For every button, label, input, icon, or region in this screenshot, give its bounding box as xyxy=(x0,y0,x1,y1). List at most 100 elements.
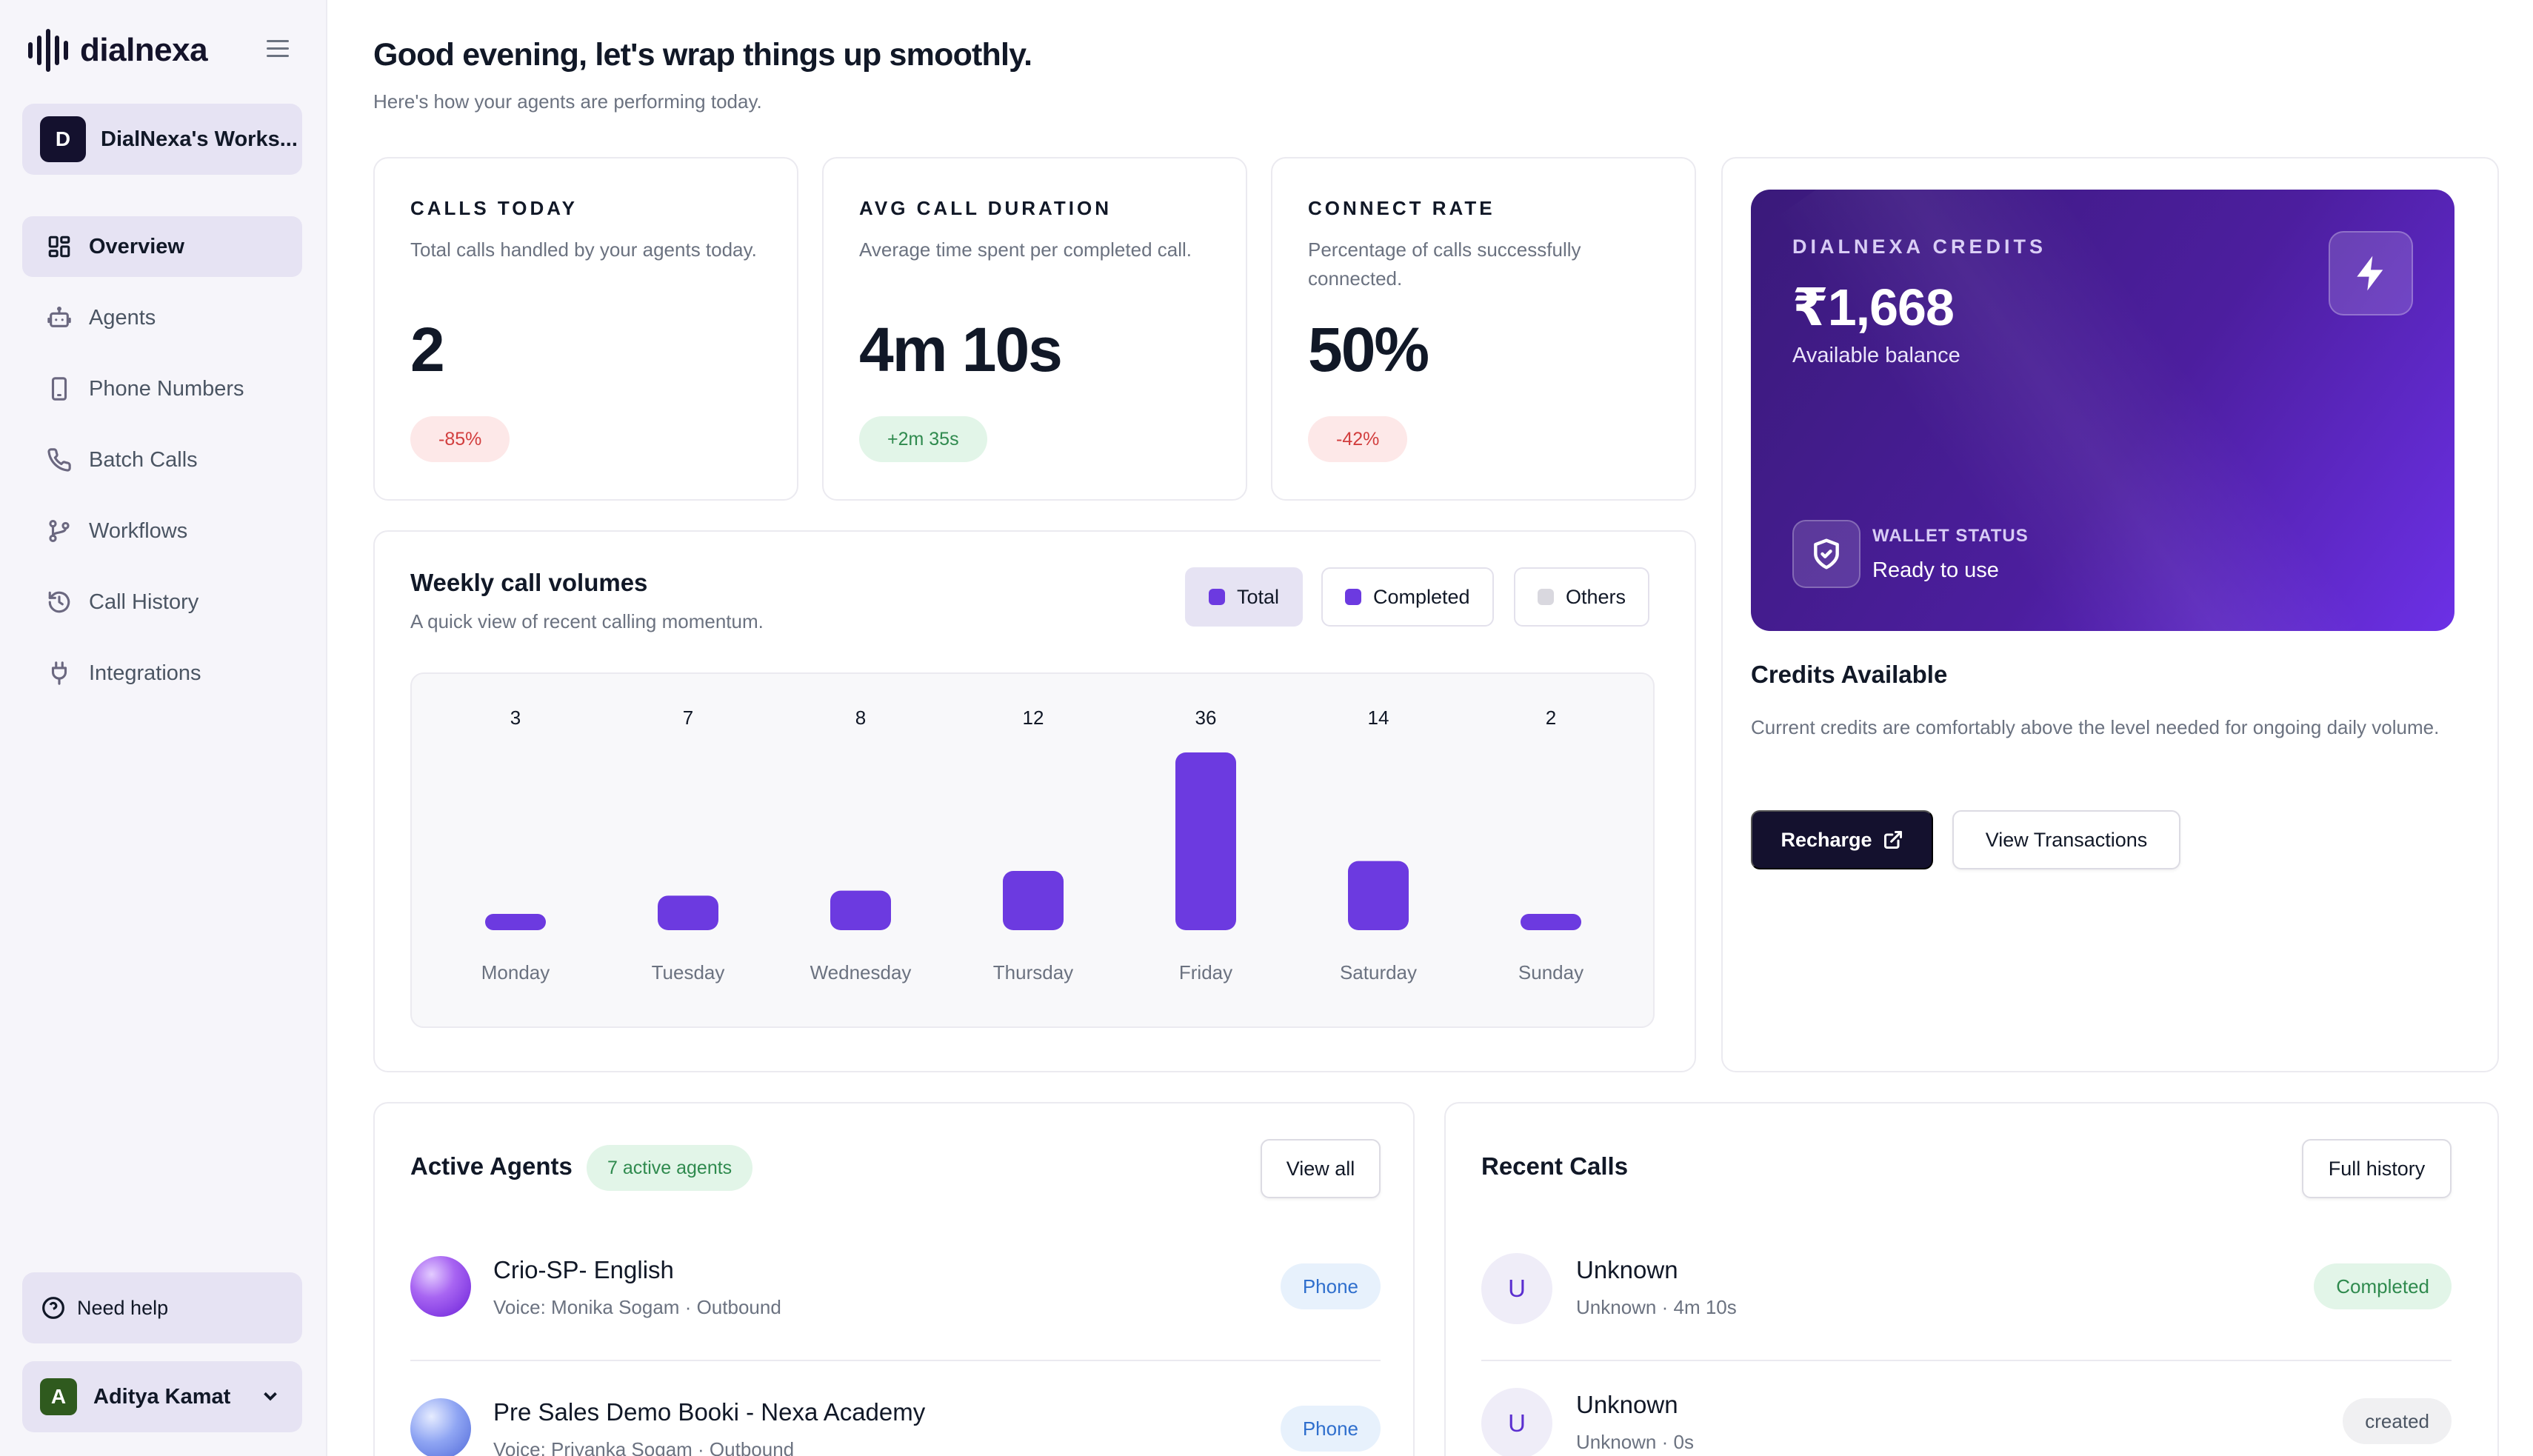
stat-value: 2 xyxy=(410,315,445,384)
legend-color-swatch xyxy=(1538,589,1554,605)
user-name: Aditya Kamat xyxy=(93,1384,231,1409)
weekly-call-volumes-card: Weekly call volumes A quick view of rece… xyxy=(373,530,1696,1072)
sidebar: dialnexa D DialNexa's Works... Overview … xyxy=(0,0,327,1456)
view-all-agents-button[interactable]: View all xyxy=(1261,1139,1381,1198)
wallet-status-value: Ready to use xyxy=(1872,558,1999,582)
sidebar-item-label: Call History xyxy=(89,590,199,614)
x-axis-category-label: Saturday xyxy=(1340,961,1417,984)
call-meta: Unknown · 0s xyxy=(1576,1431,1694,1453)
stat-description: Average time spent per completed call. xyxy=(859,238,1192,261)
caller-avatar: U xyxy=(1481,1253,1552,1324)
bar-value-label: 7 xyxy=(683,707,693,729)
active-agents-title: Active Agents xyxy=(410,1152,573,1180)
sidebar-item-batch-calls[interactable]: Batch Calls xyxy=(22,430,302,490)
call-row[interactable]: U Unknown Unknown · 4m 10s Completed xyxy=(1481,1220,2452,1361)
legend-color-swatch xyxy=(1209,589,1225,605)
sidebar-item-integrations[interactable]: Integrations xyxy=(22,643,302,704)
agent-channel-badge: Phone xyxy=(1280,1263,1381,1309)
brand-logo[interactable]: dialnexa xyxy=(28,28,208,73)
agent-row[interactable]: Pre Sales Demo Booki - Nexa Academy Voic… xyxy=(410,1363,1381,1456)
call-row[interactable]: U Unknown Unknown · 0s created xyxy=(1481,1355,2452,1456)
need-help-label: Need help xyxy=(77,1296,169,1319)
sidebar-item-label: Agents xyxy=(89,305,156,330)
user-avatar: A xyxy=(40,1378,77,1415)
stat-description: Total calls handled by your agents today… xyxy=(410,238,757,261)
stat-label: CONNECT RATE xyxy=(1308,197,1495,219)
agent-row[interactable]: Crio-SP- English Voice: Monika Sogam · O… xyxy=(410,1220,1381,1361)
agent-orb-avatar xyxy=(410,1256,471,1317)
full-history-button[interactable]: Full history xyxy=(2302,1139,2452,1198)
help-circle-icon xyxy=(42,1297,64,1319)
bar-value-label: 14 xyxy=(1368,707,1389,729)
sidebar-item-workflows[interactable]: Workflows xyxy=(22,501,302,561)
caller-name: Unknown xyxy=(1576,1256,1678,1283)
bar-value-label: 36 xyxy=(1195,707,1217,729)
sidebar-item-label: Phone Numbers xyxy=(89,376,244,401)
bar-value-label: 8 xyxy=(855,707,866,729)
agent-name: Pre Sales Demo Booki - Nexa Academy xyxy=(493,1398,926,1426)
legend-others-toggle[interactable]: Others xyxy=(1514,567,1650,627)
agent-orb-avatar xyxy=(410,1398,471,1456)
stat-delta-badge: -85% xyxy=(410,416,510,462)
recharge-label: Recharge xyxy=(1781,828,1872,851)
bar-friday[interactable] xyxy=(1175,752,1236,930)
credits-available-title: Credits Available xyxy=(1751,661,1948,688)
grid-icon xyxy=(46,233,73,260)
bar-tuesday[interactable] xyxy=(658,895,718,930)
bar-value-label: 2 xyxy=(1546,707,1556,729)
bar-sunday[interactable] xyxy=(1521,914,1581,930)
history-icon xyxy=(46,589,73,615)
page-title: Good evening, let's wrap things up smoot… xyxy=(373,37,1032,73)
plug-icon xyxy=(46,660,73,687)
stat-description: Percentage of calls successfully connect… xyxy=(1308,238,1581,290)
bar-monday[interactable] xyxy=(485,914,546,930)
view-transactions-button[interactable]: View Transactions xyxy=(1952,810,2180,869)
sidebar-item-label: Workflows xyxy=(89,518,188,543)
wallet-status-label: WALLET STATUS xyxy=(1872,526,2029,546)
bar-value-label: 12 xyxy=(1023,707,1044,729)
bar-wednesday[interactable] xyxy=(830,890,891,930)
workspace-avatar: D xyxy=(40,116,86,162)
bar-value-label: 3 xyxy=(510,707,521,729)
chart-description: A quick view of recent calling momentum. xyxy=(410,610,764,632)
sidebar-nav: Overview Agents Phone Numbers Batch Call… xyxy=(22,216,302,714)
call-status-badge: Completed xyxy=(2314,1263,2452,1309)
workflow-icon xyxy=(46,518,73,544)
stat-card-connect-rate: CONNECT RATE Percentage of calls success… xyxy=(1271,157,1696,501)
phone-icon xyxy=(46,447,73,473)
credits-label: DIALNEXA CREDITS xyxy=(1792,236,2047,258)
legend-total-toggle[interactable]: Total xyxy=(1185,567,1304,627)
x-axis-category-label: Sunday xyxy=(1518,961,1583,984)
active-agents-card: Active Agents 7 active agents View all C… xyxy=(373,1102,1415,1456)
active-agents-count-badge: 7 active agents xyxy=(587,1145,753,1191)
row-divider xyxy=(1481,1360,2452,1361)
sidebar-item-overview[interactable]: Overview xyxy=(22,216,302,277)
sidebar-item-phone-numbers[interactable]: Phone Numbers xyxy=(22,358,302,419)
agent-meta: Voice: Monika Sogam · Outbound xyxy=(493,1296,781,1318)
bar-saturday[interactable] xyxy=(1348,861,1409,930)
bar-thursday[interactable] xyxy=(1003,871,1064,930)
stat-value: 4m 10s xyxy=(859,315,1063,384)
agent-meta: Voice: Priyanka Sogam · Outbound xyxy=(493,1438,795,1456)
workspace-switcher[interactable]: D DialNexa's Works... xyxy=(22,104,302,175)
caller-avatar: U xyxy=(1481,1388,1552,1456)
need-help-button[interactable]: Need help xyxy=(22,1272,302,1343)
recent-calls-title: Recent Calls xyxy=(1481,1152,1629,1180)
row-divider xyxy=(410,1360,1381,1361)
soundwave-icon xyxy=(28,28,68,73)
call-status-badge: created xyxy=(2343,1398,2452,1444)
sidebar-item-call-history[interactable]: Call History xyxy=(22,572,302,632)
stat-value: 50% xyxy=(1308,315,1429,384)
agent-channel-badge: Phone xyxy=(1280,1406,1381,1452)
bolt-icon xyxy=(2329,231,2413,315)
recharge-button[interactable]: Recharge xyxy=(1751,810,1933,869)
legend-completed-toggle[interactable]: Completed xyxy=(1321,567,1494,627)
credits-amount: ₹1,668 xyxy=(1792,278,1955,336)
user-menu[interactable]: A Aditya Kamat xyxy=(22,1361,302,1432)
x-axis-category-label: Monday xyxy=(481,961,550,984)
menu-toggle-icon[interactable] xyxy=(267,40,289,59)
sidebar-item-agents[interactable]: Agents xyxy=(22,287,302,348)
legend-label: Total xyxy=(1237,585,1280,608)
x-axis-category-label: Tuesday xyxy=(652,961,725,984)
x-axis-category-label: Friday xyxy=(1179,961,1232,984)
